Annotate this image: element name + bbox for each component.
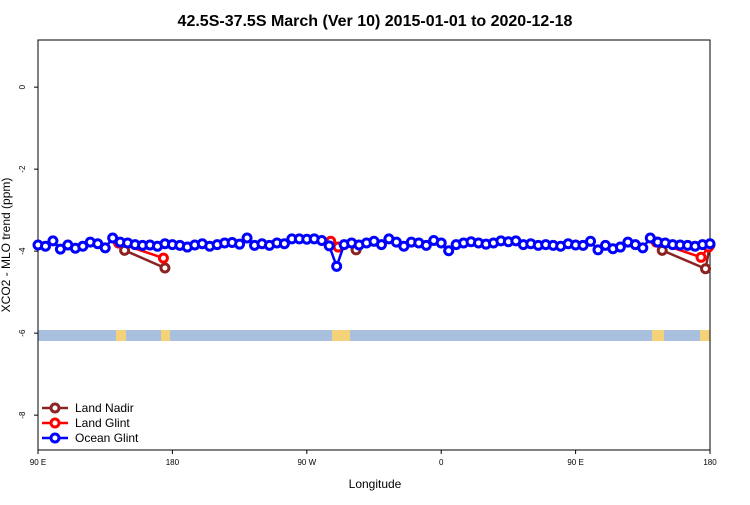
point <box>704 238 716 250</box>
point <box>316 234 328 246</box>
legend-label: Land Glint <box>75 416 130 430</box>
point <box>234 238 246 250</box>
land-patch <box>116 330 126 341</box>
point <box>323 240 335 252</box>
chart-title: 42.5S-37.5S March (Ver 10) 2015-01-01 to… <box>178 13 573 30</box>
point <box>695 251 707 263</box>
point <box>435 237 447 249</box>
y-tick-label: -8 <box>18 411 27 419</box>
sea-strip <box>38 330 710 341</box>
point <box>39 240 51 252</box>
point <box>157 252 169 264</box>
point <box>241 232 253 244</box>
y-tick-label: 0 <box>18 84 27 89</box>
legend-label: Land Nadir <box>75 401 134 415</box>
x-tick-label: 180 <box>166 458 180 467</box>
land-sea-strip <box>38 330 710 341</box>
point <box>443 245 455 257</box>
point <box>700 263 712 275</box>
point <box>375 239 387 251</box>
point <box>585 235 597 247</box>
x-tick-label: 180 <box>703 458 717 467</box>
legend-label: Ocean Glint <box>75 431 139 445</box>
legend-marker <box>49 417 61 429</box>
point <box>420 239 432 251</box>
x-tick-label: 90 E <box>567 458 583 467</box>
point <box>614 241 626 253</box>
y-axis-label: XCO2 - MLO trend (ppm) <box>0 178 13 313</box>
land-patch <box>652 330 664 341</box>
point <box>159 262 171 274</box>
point <box>47 235 59 247</box>
point <box>278 238 290 250</box>
legend-marker <box>49 432 61 444</box>
land-patch <box>332 330 350 341</box>
y-tick-label: -4 <box>18 247 27 255</box>
y-tick-label: -6 <box>18 329 27 337</box>
x-tick-label: 90 W <box>297 458 316 467</box>
x-axis-label: Longitude <box>349 477 402 491</box>
x-tick-label: 90 E <box>30 458 46 467</box>
land-patch <box>161 330 170 341</box>
point <box>99 242 111 254</box>
x-tick-label: 0 <box>439 458 444 467</box>
y-tick-label: -2 <box>18 165 27 173</box>
point <box>592 244 604 256</box>
legend-marker <box>49 402 61 414</box>
point <box>331 260 343 272</box>
point <box>637 242 649 254</box>
land-patch <box>700 330 710 341</box>
